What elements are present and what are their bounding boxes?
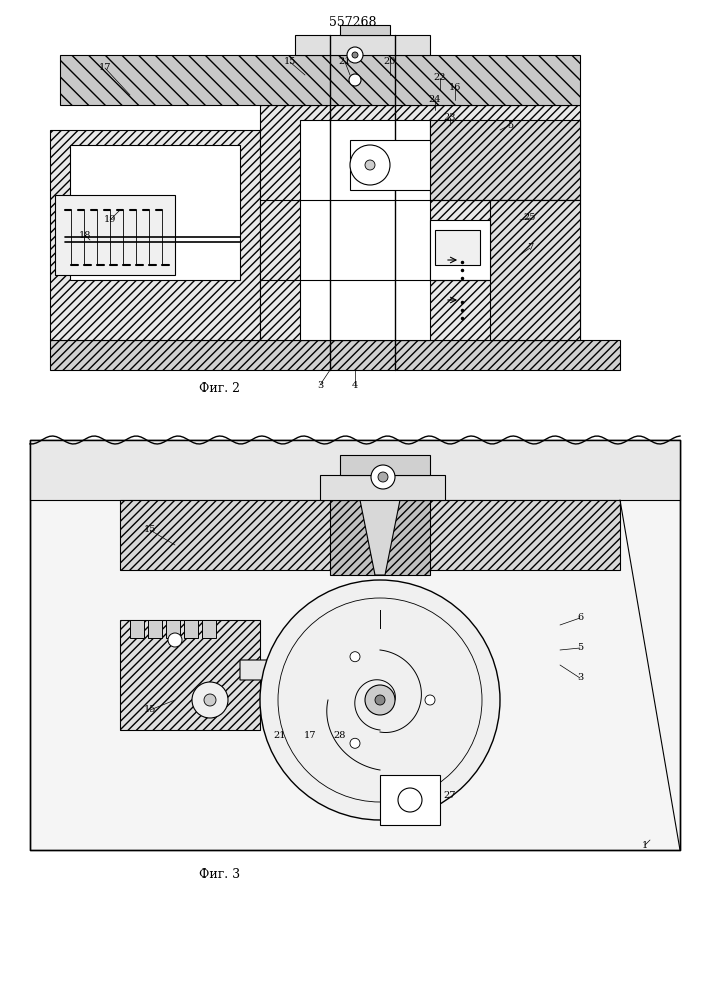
Text: 21: 21 [274, 730, 286, 740]
Text: Фиг. 3: Фиг. 3 [199, 868, 240, 882]
Polygon shape [300, 120, 430, 340]
Circle shape [173, 638, 177, 642]
Circle shape [192, 682, 228, 718]
Bar [380, 775, 440, 825]
Bar [130, 620, 144, 638]
Circle shape [352, 52, 358, 58]
Text: 17: 17 [99, 64, 111, 73]
Circle shape [425, 695, 435, 705]
Polygon shape [70, 145, 240, 280]
Bar [148, 620, 162, 638]
Circle shape [204, 694, 216, 706]
Text: 15: 15 [284, 57, 296, 66]
Circle shape [347, 47, 363, 63]
Polygon shape [30, 440, 680, 500]
Circle shape [350, 145, 390, 185]
Circle shape [168, 633, 182, 647]
Text: 16: 16 [449, 84, 461, 93]
Text: 20: 20 [384, 57, 396, 66]
Circle shape [378, 472, 388, 482]
Bar [350, 140, 430, 190]
Polygon shape [30, 440, 680, 850]
Text: 18: 18 [78, 231, 91, 239]
Text: 19: 19 [104, 216, 116, 225]
Polygon shape [430, 120, 580, 200]
Circle shape [398, 788, 422, 812]
Circle shape [365, 685, 395, 715]
Text: 3: 3 [577, 674, 583, 682]
Text: 21: 21 [339, 57, 351, 66]
Circle shape [260, 580, 500, 820]
Polygon shape [50, 130, 260, 340]
Bar [184, 620, 198, 638]
Circle shape [365, 160, 375, 170]
Text: 3: 3 [317, 380, 323, 389]
Text: 5: 5 [507, 120, 513, 129]
Text: 24: 24 [428, 96, 441, 104]
Polygon shape [360, 500, 400, 575]
Text: 17: 17 [304, 730, 316, 740]
Polygon shape [430, 220, 490, 280]
Text: 4: 4 [352, 380, 358, 389]
Text: 25: 25 [524, 214, 536, 223]
Bar [435, 230, 480, 265]
Polygon shape [330, 500, 430, 575]
Circle shape [375, 695, 385, 705]
Circle shape [350, 652, 360, 662]
Polygon shape [295, 35, 430, 55]
Text: 5: 5 [577, 644, 583, 652]
Text: 27: 27 [444, 790, 456, 800]
Polygon shape [320, 475, 445, 500]
Polygon shape [340, 455, 430, 475]
Polygon shape [120, 620, 260, 730]
Polygon shape [60, 55, 580, 105]
Bar [166, 620, 180, 638]
Polygon shape [490, 200, 580, 340]
Text: 557268: 557268 [329, 15, 377, 28]
Polygon shape [240, 660, 380, 680]
Text: 15: 15 [144, 526, 156, 534]
Text: 15: 15 [144, 706, 156, 714]
Text: 23: 23 [444, 113, 456, 122]
Polygon shape [120, 500, 620, 570]
Circle shape [350, 738, 360, 748]
Bar [202, 620, 216, 638]
Text: 22: 22 [434, 74, 446, 83]
Circle shape [349, 74, 361, 86]
Polygon shape [340, 25, 390, 35]
Text: 7: 7 [527, 243, 533, 252]
Text: 28: 28 [334, 730, 346, 740]
Polygon shape [260, 105, 580, 340]
Text: 6: 6 [577, 613, 583, 622]
Circle shape [371, 465, 395, 489]
Polygon shape [55, 195, 175, 275]
Text: 1: 1 [642, 840, 648, 850]
Text: Фиг. 2: Фиг. 2 [199, 381, 240, 394]
Polygon shape [50, 340, 620, 370]
